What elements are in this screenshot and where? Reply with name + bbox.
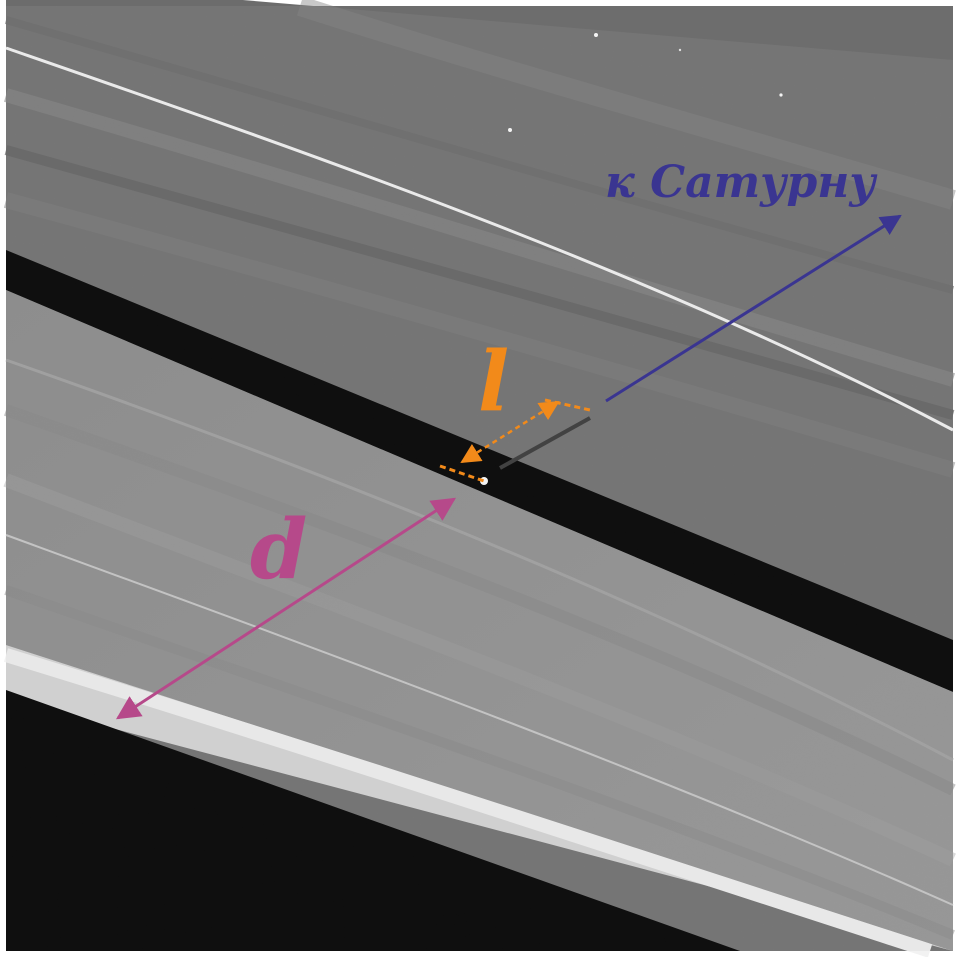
distance-label: d — [250, 502, 307, 598]
saturn-ring-photo — [3, 0, 956, 957]
moon-height-indicator — [439, 398, 591, 483]
saturn-direction-arrow — [605, 214, 902, 403]
saturn-direction-label: к Сатурну — [605, 157, 878, 208]
moon-height-label: l — [478, 334, 509, 430]
distance-arrow — [115, 497, 457, 720]
